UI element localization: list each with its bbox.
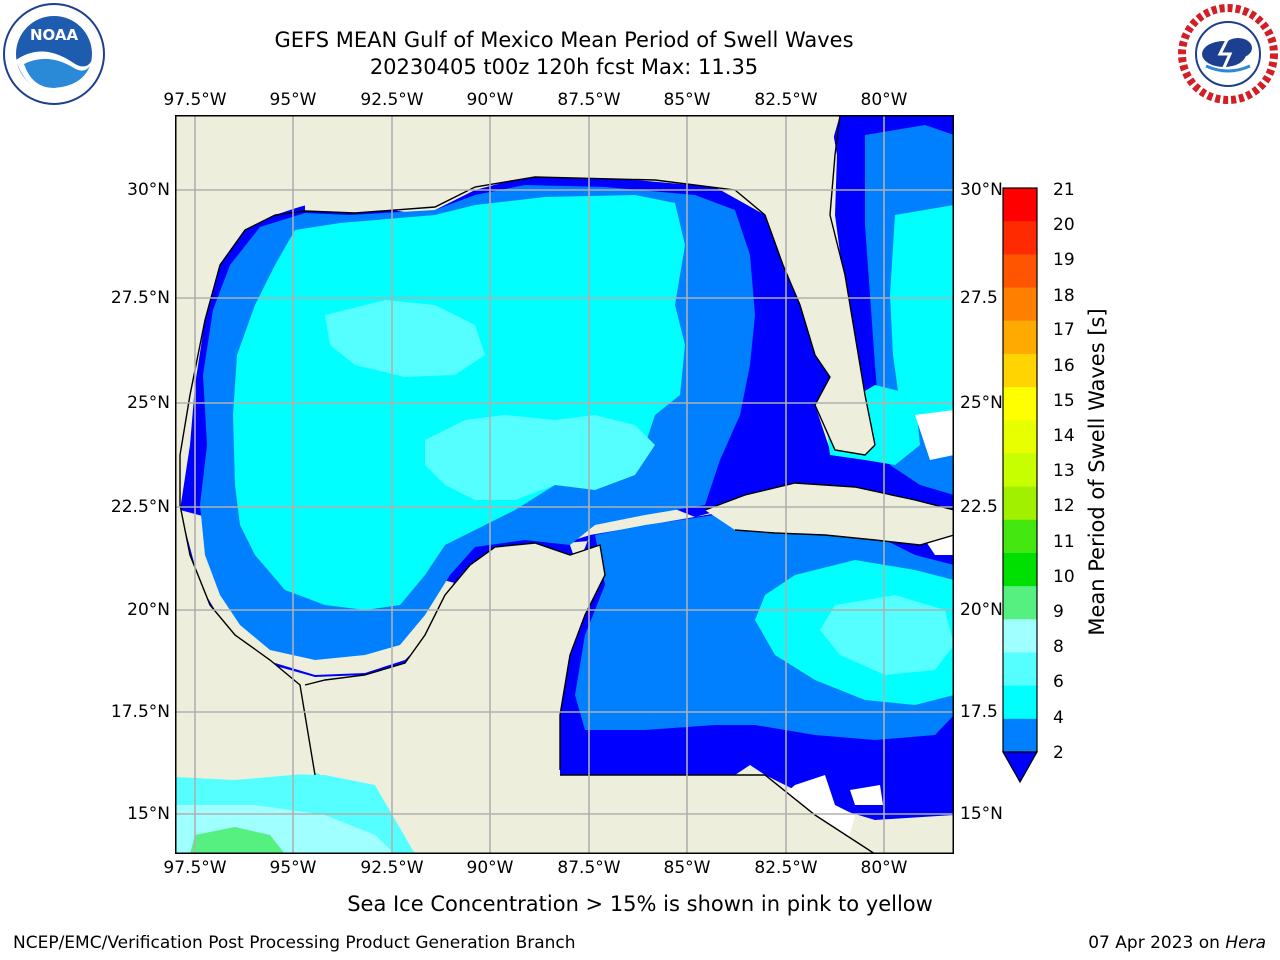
coastlines bbox=[179, 115, 954, 854]
lat-label-right: 22.5 bbox=[960, 497, 998, 517]
colorbar-tick: 2 bbox=[1053, 743, 1064, 763]
atlantic-field-6s bbox=[890, 205, 954, 425]
colorbar-tick: 19 bbox=[1053, 250, 1075, 270]
lat-label-left: 22.5°N bbox=[110, 497, 170, 517]
colorbar-block bbox=[1003, 619, 1037, 653]
lon-label-bottom: 80°W bbox=[860, 858, 908, 878]
colorbar-block bbox=[1003, 320, 1037, 355]
coastline-cuba bbox=[704, 482, 954, 546]
lon-label-bottom: 85°W bbox=[663, 858, 711, 878]
lon-label-bottom: 95°W bbox=[269, 858, 317, 878]
land-yucatan bbox=[305, 543, 605, 775]
colorbar-tick: 12 bbox=[1053, 496, 1075, 516]
colorbar-extend-triangle bbox=[1001, 751, 1039, 784]
colorbar-block bbox=[1003, 287, 1037, 322]
colorbar-block bbox=[1003, 420, 1037, 454]
lat-label-right: 27.5 bbox=[960, 288, 998, 308]
colorbar-tick: 11 bbox=[1053, 532, 1075, 552]
lat-label-left: 25°N bbox=[127, 393, 170, 413]
lat-label-right: 25°N bbox=[960, 393, 1003, 413]
colorbar-tick: 6 bbox=[1053, 672, 1064, 692]
coastline-gulf bbox=[179, 176, 876, 776]
lat-label-left: 17.5°N bbox=[110, 702, 170, 722]
caribbean-field-8s bbox=[820, 595, 954, 675]
coastline-yucatan bbox=[304, 542, 606, 770]
pacific-field-10s bbox=[190, 827, 285, 854]
colorbar-block bbox=[1003, 685, 1037, 720]
lat-label-left: 27.5°N bbox=[110, 288, 170, 308]
lon-label-top: 97.5°W bbox=[163, 90, 227, 110]
lat-label-left: 20°N bbox=[127, 600, 170, 620]
lon-label-top: 87.5°W bbox=[557, 90, 621, 110]
colorbar-tick: 4 bbox=[1053, 708, 1064, 728]
colorbar-tick: 13 bbox=[1053, 461, 1075, 481]
no-data-patch bbox=[915, 410, 954, 460]
noaa-logo: NOAA bbox=[3, 3, 105, 105]
lat-label-right: 20°N bbox=[960, 600, 1003, 620]
lon-label-bottom: 97.5°W bbox=[163, 858, 227, 878]
colorbar-block bbox=[1003, 718, 1037, 753]
lon-label-top: 85°W bbox=[663, 90, 711, 110]
colorbar-tick: 16 bbox=[1053, 356, 1075, 376]
colorbar-block bbox=[1003, 519, 1037, 554]
lon-label-bottom: 82.5°W bbox=[754, 858, 818, 878]
credit-text: NCEP/EMC/Verification Post Processing Pr… bbox=[13, 933, 576, 953]
lon-label-top: 90°W bbox=[466, 90, 514, 110]
lat-label-right: 30°N bbox=[960, 180, 1003, 200]
colorbar-block bbox=[1003, 221, 1037, 255]
colorbar-block bbox=[1003, 453, 1037, 488]
gulf-field-8s bbox=[425, 415, 655, 500]
coastline-central-america bbox=[560, 774, 876, 854]
run-date-text: 07 Apr 2023 on Hera bbox=[1088, 932, 1266, 954]
colorbar-block bbox=[1003, 552, 1037, 587]
lon-label-bottom: 87.5°W bbox=[557, 858, 621, 878]
run-date: 07 Apr 2023 on bbox=[1088, 933, 1220, 953]
colorbar-tick: 15 bbox=[1053, 391, 1075, 411]
gulf-field-8s bbox=[325, 300, 485, 377]
lon-label-top: 92.5°W bbox=[360, 90, 424, 110]
machine-name: Hera bbox=[1225, 933, 1266, 953]
coastline-florida-east bbox=[829, 115, 876, 446]
chart-title: GEFS MEAN Gulf of Mexico Mean Period of … bbox=[274, 28, 854, 52]
colorbar-tick: 17 bbox=[1053, 320, 1075, 340]
colorbar-tick: 14 bbox=[1053, 426, 1075, 446]
colorbar-block bbox=[1003, 586, 1037, 620]
no-data-patch bbox=[850, 785, 883, 805]
colorbar-tick: 20 bbox=[1053, 215, 1075, 235]
land-florida-north bbox=[795, 115, 840, 175]
lon-label-top: 80°W bbox=[860, 90, 908, 110]
sea-ice-note: Sea Ice Concentration > 15% is shown in … bbox=[347, 892, 933, 916]
noaa-logo-text: NOAA bbox=[30, 26, 79, 44]
colorbar-tick: 21 bbox=[1053, 180, 1075, 200]
colorbar bbox=[1001, 187, 1039, 784]
colorbar-frame bbox=[1002, 187, 1038, 753]
colorbar-block bbox=[1003, 486, 1037, 521]
lon-label-bottom: 92.5°W bbox=[360, 858, 424, 878]
chart-subtitle: 20230405 t00z 120h fcst Max: 11.35 bbox=[369, 55, 759, 79]
colorbar-block bbox=[1003, 254, 1037, 289]
lat-label-right: 17.5 bbox=[960, 702, 998, 722]
lat-label-left: 15°N bbox=[127, 804, 170, 824]
swell-period-map bbox=[175, 115, 954, 854]
colorbar-block bbox=[1003, 353, 1037, 388]
lon-label-bottom: 90°W bbox=[466, 858, 514, 878]
colorbar-tick: 18 bbox=[1053, 286, 1075, 306]
lat-label-right: 15°N bbox=[960, 804, 1003, 824]
colorbar-tick: 8 bbox=[1053, 637, 1064, 657]
land-cuba bbox=[705, 483, 954, 545]
colorbar-block bbox=[1003, 652, 1037, 687]
lon-label-top: 82.5°W bbox=[754, 90, 818, 110]
gridlines bbox=[175, 115, 954, 854]
colorbar-block bbox=[1003, 387, 1037, 421]
lon-label-top: 95°W bbox=[269, 90, 317, 110]
colorbar-tick: 9 bbox=[1053, 602, 1064, 622]
colorbar-tick: 10 bbox=[1053, 567, 1075, 587]
colorbar-label: Mean Period of Swell Waves [s] bbox=[1085, 308, 1109, 636]
lat-label-left: 30°N bbox=[127, 180, 170, 200]
nws-logo bbox=[1178, 4, 1278, 104]
map-frame bbox=[175, 115, 954, 854]
colorbar-block bbox=[1003, 188, 1037, 222]
